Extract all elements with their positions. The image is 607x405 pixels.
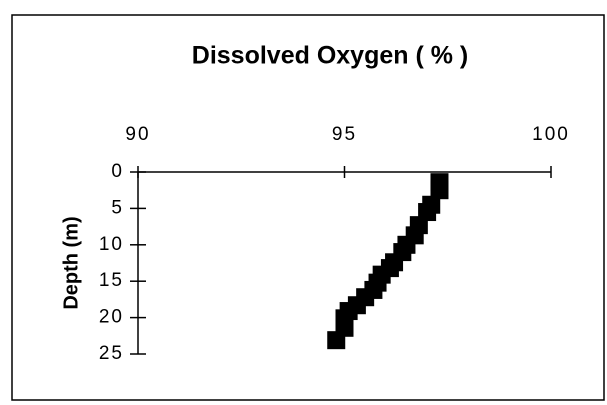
y-tick-label: 5 — [111, 197, 124, 218]
chart-title: Dissolved Oxygen ( % ) — [192, 42, 468, 70]
x-tick-label: 100 — [532, 124, 570, 145]
y-tick-label: 15 — [99, 270, 124, 291]
point — [430, 181, 449, 200]
x-tick-label: 90 — [125, 124, 150, 145]
y-tick-label: 10 — [99, 234, 124, 255]
y-tick-label: 20 — [99, 307, 124, 328]
y-axis-label: Depth (m) — [60, 216, 82, 309]
point — [327, 331, 346, 350]
y-tick-label: 0 — [111, 161, 124, 182]
x-tick-label: 95 — [332, 124, 357, 145]
y-tick-label: 25 — [99, 343, 124, 364]
frame — [11, 14, 605, 401]
